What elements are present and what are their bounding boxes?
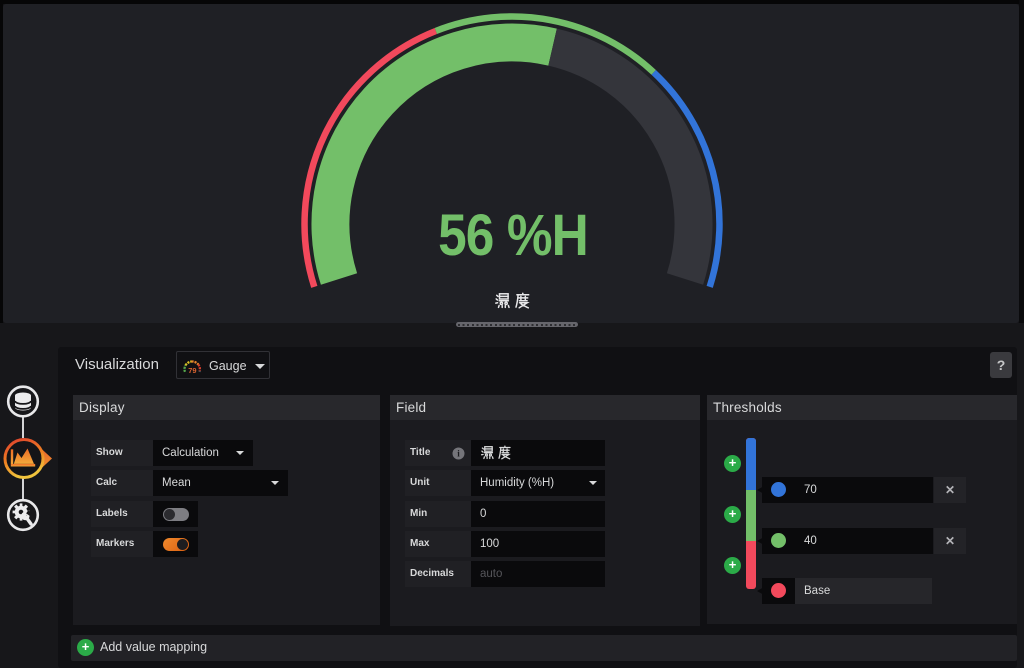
- svg-text:i: i: [457, 449, 460, 459]
- svg-text:79: 79: [188, 366, 196, 375]
